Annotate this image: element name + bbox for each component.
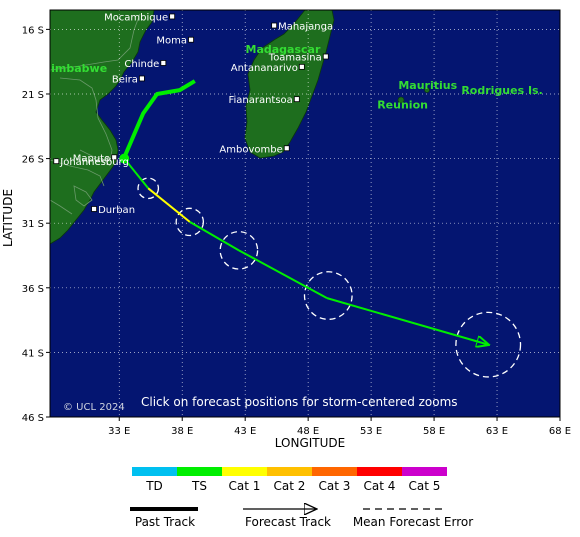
forecast-track-legend-label: Forecast Track [245, 515, 331, 529]
place-label: Antananarivo [231, 63, 298, 74]
place-label: Mauritius [398, 79, 457, 92]
legend-category-label: TS [191, 479, 207, 493]
lon-tick-label: 43 E [234, 426, 256, 437]
place-label: Mocambique [104, 12, 168, 23]
legend-swatch [132, 467, 177, 476]
place-label: Zimbabwe [43, 62, 107, 75]
forecast-track-segment [147, 187, 191, 223]
forecast-error-circle[interactable] [175, 207, 205, 237]
place-label: Johannesburg [59, 157, 129, 168]
place-label: Moma [156, 36, 187, 47]
error-circles [137, 177, 522, 378]
lat-tick-label: 26 S [22, 155, 44, 166]
track-lines [119, 79, 488, 345]
lon-tick-label: 53 E [360, 426, 382, 437]
place-marker [271, 22, 278, 29]
lat-tick-label: 36 S [22, 284, 44, 295]
lat-tick-label: 16 S [22, 25, 44, 36]
lon-tick-label: 63 E [486, 426, 508, 437]
x-axis-title: LONGITUDE [275, 436, 345, 450]
forecast-error-circle[interactable] [303, 271, 353, 320]
place-marker [293, 96, 300, 103]
place-marker [188, 36, 194, 43]
legend-category-label: Cat 5 [409, 479, 441, 493]
place-label: Durban [98, 205, 135, 216]
place-label: Reunion [377, 98, 428, 111]
place-label: Fianarantsoa [228, 95, 292, 106]
legend-swatch [177, 467, 222, 476]
place-label: Ambovombe [219, 144, 282, 155]
forecast-track-segment [238, 249, 328, 300]
mean-error-legend-label: Mean Forecast Error [353, 515, 473, 529]
place-label: Rodrigues Is. [461, 84, 542, 97]
forecast-error-circle[interactable] [455, 311, 522, 378]
place-label: Toamasina [268, 53, 322, 64]
y-axis-title: LATITUDE [1, 189, 15, 247]
current-position-marker[interactable] [119, 153, 130, 164]
reunion-island [397, 96, 405, 104]
legend-category-label: Cat 2 [274, 479, 306, 493]
category-legend: TD TS Cat 1 Cat 2 Cat 3 Cat 4 Cat 5 [132, 467, 447, 493]
legend-category-label: Cat 1 [229, 479, 261, 493]
legend-swatch [222, 467, 267, 476]
zoom-hint: Click on forecast positions for storm-ce… [141, 395, 458, 409]
place-label: Madagascar [246, 43, 321, 56]
forecast-error-circle[interactable] [219, 230, 259, 270]
place-marker [111, 154, 118, 161]
forecast-track-segment [326, 297, 488, 345]
place-marker [322, 53, 329, 60]
country-borders [50, 13, 141, 215]
plot-frame [49, 9, 561, 418]
legend-category-label: Cat 4 [364, 479, 396, 493]
forecast-error-circle[interactable] [137, 177, 160, 200]
place-marker [91, 206, 97, 212]
lat-tick-label: 21 S [22, 90, 44, 101]
axis-ticks: 16 S 21 S 26 S 31 S 36 S 41 S 46 S 33 E 38 E 43 E… [22, 25, 571, 437]
place-label: Beira [112, 74, 138, 85]
legend-swatch [267, 467, 312, 476]
place-markers: Mocambique Mahajanga Moma MadagascarToamasi… [43, 12, 543, 216]
legend-category-label: TD [145, 479, 163, 493]
legend-swatch [402, 467, 447, 476]
grid-lines [50, 10, 560, 417]
lat-tick-label: 46 S [22, 413, 44, 424]
forecast-track-segment [123, 157, 150, 189]
place-marker [160, 60, 167, 66]
lat-tick-label: 41 S [22, 348, 44, 359]
past-track-legend-label: Past Track [135, 515, 195, 529]
lon-tick-label: 48 E [297, 426, 319, 437]
place-label: Maputo [73, 153, 110, 164]
legend-swatch [357, 467, 402, 476]
forecast-track-segment [189, 221, 240, 252]
place-marker [53, 158, 60, 165]
place-marker [283, 145, 290, 152]
place-marker [169, 13, 176, 20]
place-marker [298, 63, 305, 70]
legend-swatch [312, 467, 357, 476]
lon-tick-label: 58 E [423, 426, 445, 437]
place-label: Mahajanga [278, 22, 333, 33]
africa-landmass [50, 10, 155, 245]
copyright-label: © UCL 2024 [63, 402, 125, 413]
lon-tick-label: 38 E [171, 426, 193, 437]
place-label: Chinde [124, 59, 159, 70]
legend-category-label: Cat 3 [319, 479, 351, 493]
place-marker [139, 75, 145, 82]
lat-tick-label: 31 S [22, 219, 44, 230]
lon-tick-label: 33 E [108, 426, 130, 437]
lon-tick-label: 68 E [549, 426, 571, 437]
mauritius-island [424, 87, 430, 93]
past-track-line [122, 79, 196, 159]
